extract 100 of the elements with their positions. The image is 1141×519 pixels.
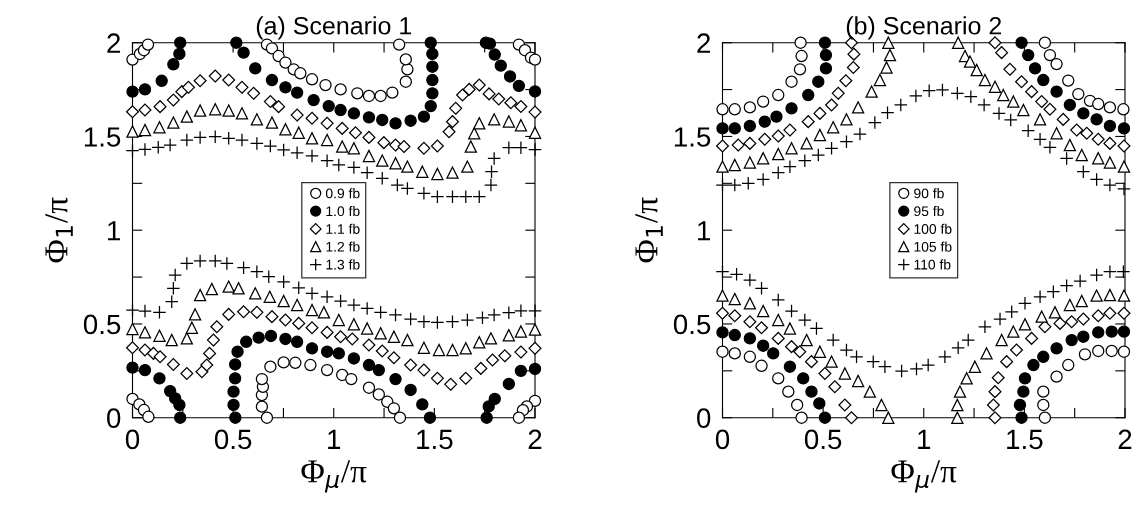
point — [1091, 309, 1105, 323]
y-tick-label: 1 — [698, 221, 711, 241]
point — [1092, 344, 1105, 358]
point — [756, 95, 770, 108]
point — [1062, 74, 1075, 87]
point — [844, 411, 859, 425]
point — [785, 102, 798, 115]
point — [853, 127, 867, 141]
point — [1037, 398, 1050, 412]
point — [818, 411, 832, 424]
legend-label: 95 fb — [914, 205, 944, 217]
point — [922, 83, 937, 98]
point — [731, 138, 745, 152]
point — [741, 176, 756, 191]
point — [772, 372, 785, 385]
point — [992, 106, 1006, 121]
point — [386, 86, 399, 99]
point — [1070, 123, 1084, 137]
legend-label: 110 fb — [914, 259, 951, 270]
x-axis-title: Φ$_{μ}$/π — [891, 460, 957, 493]
x-tick-label: 0 — [125, 429, 140, 450]
point — [756, 172, 771, 187]
point — [1092, 97, 1105, 111]
point — [1080, 126, 1094, 140]
point — [988, 411, 1002, 425]
point — [528, 53, 542, 66]
point — [1022, 48, 1035, 62]
point — [1033, 132, 1047, 147]
point — [1053, 316, 1067, 330]
point — [755, 321, 769, 335]
point — [728, 347, 741, 360]
point — [743, 136, 757, 150]
point — [1062, 358, 1075, 372]
point — [771, 129, 785, 143]
point — [849, 349, 864, 364]
x-tick-label: 1 — [918, 429, 931, 449]
point — [756, 339, 770, 352]
point — [831, 86, 845, 100]
point — [279, 56, 292, 69]
point — [289, 356, 302, 369]
y-tick-label: 2 — [107, 33, 120, 53]
point — [1043, 102, 1057, 116]
y-tick-label: 1.5 — [84, 127, 121, 147]
point — [783, 123, 797, 137]
point — [758, 115, 771, 128]
point — [1116, 264, 1131, 279]
x-tick-label: 2 — [528, 429, 542, 449]
point — [795, 411, 808, 424]
legend-label: 1.1 fb — [326, 223, 360, 234]
point — [1073, 274, 1087, 288]
point — [794, 36, 807, 49]
point — [743, 101, 757, 114]
point — [1117, 182, 1131, 196]
point — [784, 304, 799, 318]
x-tick-label: 0 — [715, 429, 730, 450]
point — [387, 402, 401, 415]
point — [797, 313, 812, 327]
point — [304, 358, 317, 372]
point — [978, 319, 992, 334]
point — [334, 83, 347, 96]
y-tick-label: 0 — [697, 408, 711, 429]
point — [818, 366, 832, 380]
point — [264, 360, 277, 373]
point — [715, 306, 730, 320]
point — [1043, 48, 1057, 62]
point — [909, 362, 924, 376]
y-tick-label: 0.5 — [673, 314, 711, 335]
point — [1091, 132, 1105, 146]
point — [743, 350, 757, 363]
point — [1063, 98, 1077, 112]
point — [819, 62, 833, 75]
point — [767, 347, 780, 360]
point — [790, 398, 804, 412]
point — [728, 309, 742, 323]
point — [772, 88, 785, 102]
x-tick-label: 1.5 — [417, 429, 453, 450]
point — [728, 103, 741, 116]
y-axis-title: Φ$_{1}$/π — [635, 197, 663, 263]
y-tick-label: 1 — [108, 221, 121, 241]
y-tick-label: 2 — [697, 33, 710, 53]
point — [1015, 411, 1028, 424]
point — [797, 372, 810, 385]
y-axis-title: Φ$_{1}$/π — [45, 197, 73, 263]
point — [783, 159, 797, 174]
point — [1015, 36, 1028, 49]
point — [1076, 164, 1091, 179]
point — [988, 36, 1002, 50]
x-tick-label: 2 — [1118, 429, 1132, 449]
point — [819, 48, 833, 62]
legend-label: 100 fb — [914, 223, 952, 234]
point — [401, 63, 414, 76]
point — [1018, 296, 1032, 311]
point — [758, 132, 772, 146]
point — [838, 398, 852, 412]
point — [1090, 113, 1103, 126]
point — [305, 73, 319, 86]
point — [921, 358, 936, 372]
point — [1050, 57, 1063, 71]
point — [1028, 62, 1042, 75]
point — [716, 122, 729, 135]
